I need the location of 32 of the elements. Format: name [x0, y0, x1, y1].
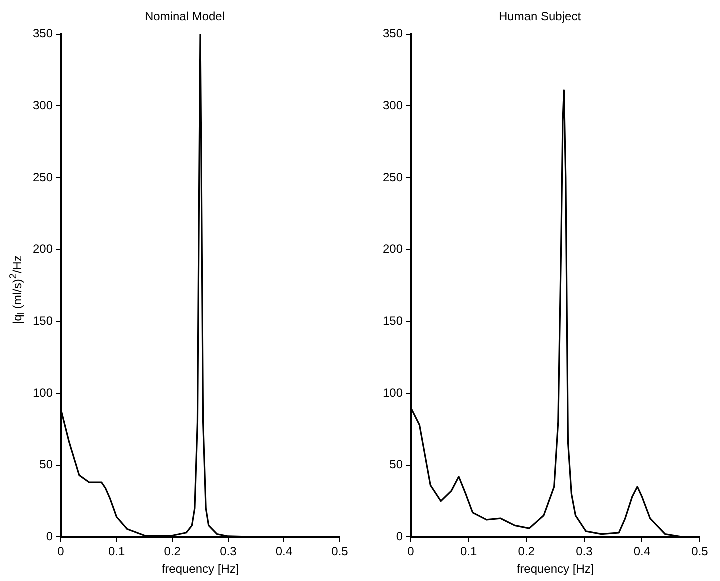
- y-tick-label: 250: [32, 170, 54, 184]
- y-tick-label: 0: [396, 530, 404, 544]
- x-tick-label: 0.4: [634, 544, 651, 559]
- x-axis-title: frequency [Hz]: [162, 562, 240, 576]
- y-tick-label: 50: [390, 458, 404, 472]
- chart-title: Human Subject: [498, 10, 582, 24]
- x-tick-label: 0.1: [460, 544, 478, 559]
- x-tick-label: 0.2: [164, 544, 182, 559]
- chart-title: Nominal Model: [144, 10, 226, 24]
- x-tick-label: 0.5: [692, 544, 709, 559]
- x-tick-label: 0.5: [332, 544, 349, 559]
- x-tick-label: 0.3: [576, 544, 594, 559]
- x-tick-label: 0.2: [518, 544, 536, 559]
- y-tick-label: 200: [32, 242, 54, 256]
- y-tick-label: 350: [32, 26, 54, 41]
- y-tick-label: 250: [382, 170, 404, 184]
- x-tick-label: 0: [408, 544, 415, 559]
- y-tick-label: 350: [382, 26, 404, 41]
- y-tick-label: 150: [32, 314, 54, 328]
- x-tick-label: 0: [58, 544, 65, 559]
- y-tick-label: 200: [382, 242, 404, 256]
- y-tick-label: 100: [32, 386, 54, 400]
- y-tick-label: 100: [382, 386, 404, 400]
- x-tick-label: 0.4: [276, 544, 293, 559]
- y-tick-label: 300: [382, 98, 404, 113]
- x-tick-label: 0.3: [220, 544, 238, 559]
- y-tick-label: 0: [46, 530, 54, 544]
- y-tick-label: 50: [40, 458, 54, 472]
- x-axis-title: frequency [Hz]: [516, 562, 594, 576]
- y-tick-label: 150: [382, 314, 404, 328]
- y-tick-label: 300: [32, 98, 54, 113]
- x-tick-label: 0.1: [108, 544, 126, 559]
